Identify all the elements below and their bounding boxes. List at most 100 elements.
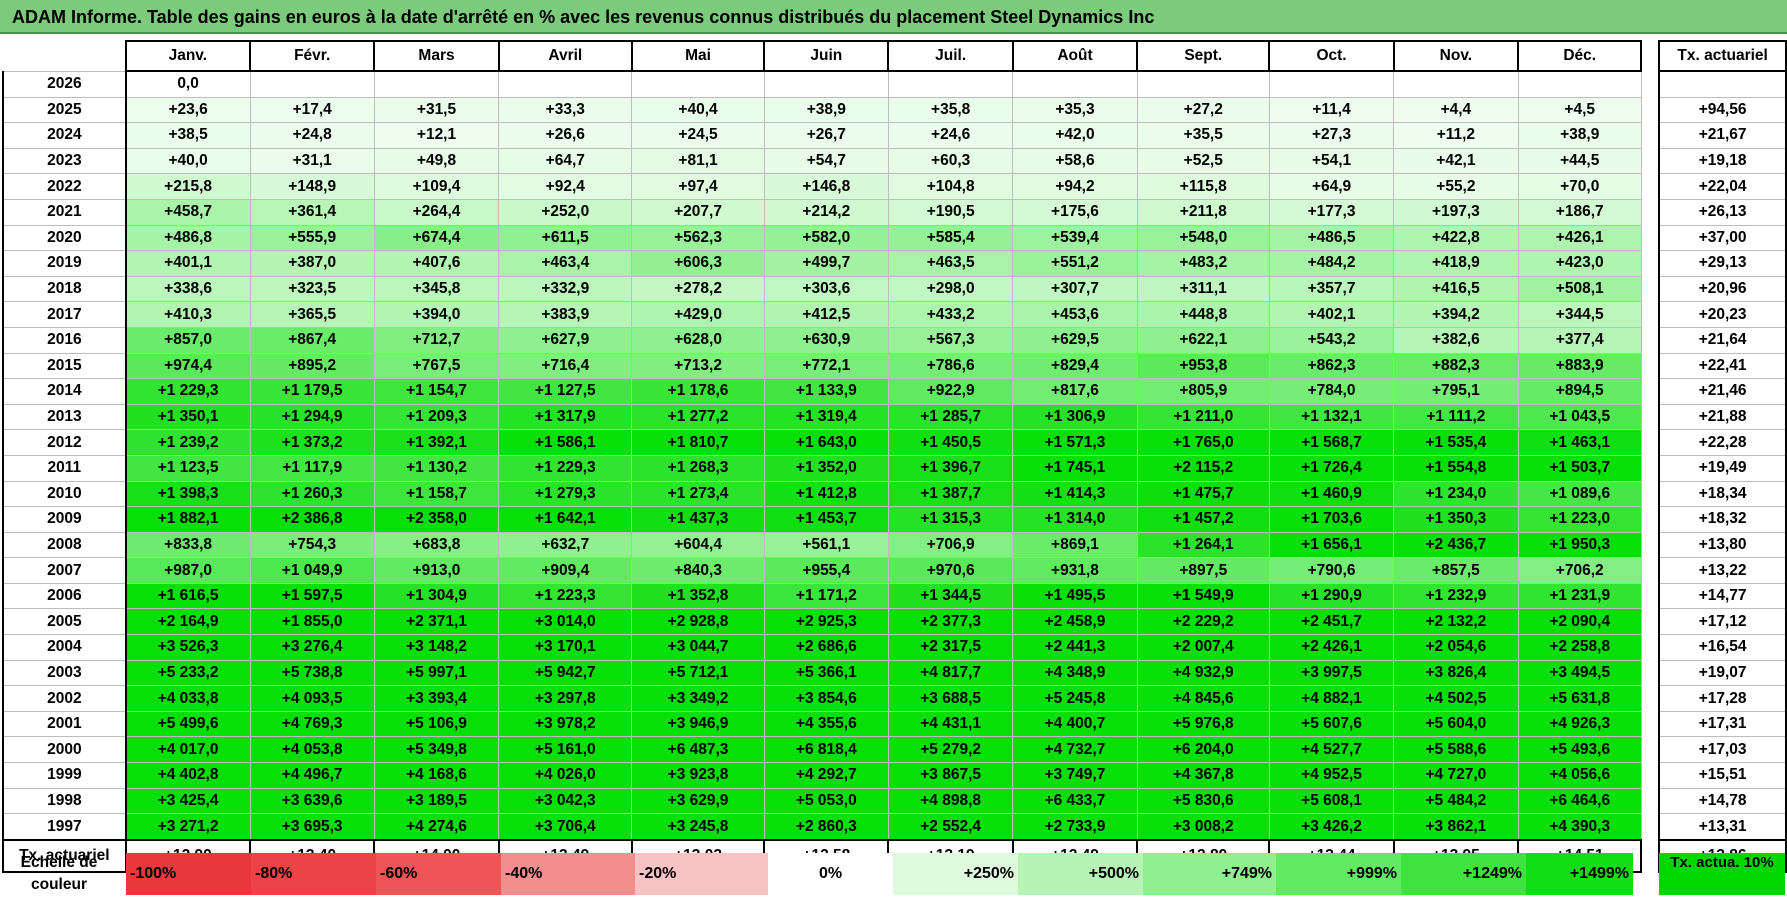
table-row: 1998 +3 425,4 +3 639,6 +3 189,5 +3 042,3 +3 6…: [2, 787, 1787, 815]
actuarial-rate-cell: +13,80: [1658, 531, 1787, 559]
gain-cell: +883,9: [1517, 352, 1642, 380]
gain-cell: +4 769,3: [249, 710, 375, 738]
gain-cell: +383,9: [498, 301, 633, 328]
gain-cell: +5 106,9: [373, 710, 500, 738]
gain-cell: +953,8: [1136, 352, 1270, 380]
month-header: Mai: [630, 40, 766, 72]
gain-cell: +1 398,3: [125, 480, 251, 508]
gain-cell: +1 475,7: [1136, 480, 1270, 508]
gain-cell: +148,9: [249, 173, 375, 200]
gain-cell: +895,2: [249, 352, 375, 380]
gain-cell: +629,5: [1012, 326, 1138, 354]
gain-cell: +1 495,5: [1012, 582, 1138, 610]
year-cell: 2016: [2, 326, 127, 354]
gain-cell: +1 304,9: [373, 582, 500, 610]
gain-cell: +5 976,8: [1136, 710, 1270, 738]
gain-cell: +5 053,0: [763, 787, 889, 815]
gain-cell: +278,2: [631, 275, 765, 303]
gain-cell: +1 586,1: [498, 429, 633, 456]
gain-cell: +416,5: [1393, 275, 1519, 303]
gain-cell: +5 631,8: [1517, 685, 1642, 712]
gain-cell: +931,8: [1012, 557, 1138, 584]
gain-cell: +17,4: [249, 96, 375, 124]
gain-cell: +1 810,7: [631, 429, 765, 456]
gain-cell: +857,0: [125, 326, 251, 354]
gain-cell: +1 352,0: [763, 454, 889, 482]
column-gap: [1641, 481, 1660, 507]
gain-cell: +2 090,4: [1517, 608, 1642, 636]
gain-cell: +5 233,2: [125, 659, 251, 687]
year-cell: 2005: [2, 608, 127, 636]
gain-cell: +27,2: [1136, 96, 1270, 124]
month-header: Déc.: [1517, 40, 1643, 72]
gain-cell: +418,9: [1393, 250, 1519, 277]
gain-cell: +706,2: [1517, 557, 1642, 584]
gain-cell: +3 008,2: [1136, 813, 1270, 841]
gain-cell: +3 749,7: [1012, 762, 1138, 789]
gain-cell: +463,4: [498, 250, 633, 277]
month-header: Août: [1011, 40, 1139, 72]
table-row: 2012 +1 239,2 +1 373,2 +1 392,1 +1 586,1 +1 8…: [2, 429, 1787, 456]
table-row: 2022 +215,8 +148,9 +109,4 +92,4 +97,4 +146,8 +1…: [2, 173, 1787, 200]
table-row: 2009 +1 882,1 +2 386,8 +2 358,0 +1 642,1 +1 4…: [2, 506, 1787, 533]
column-gap: [1641, 71, 1660, 98]
gain-cell: +3 042,3: [498, 787, 633, 815]
year-cell: 2011: [2, 454, 127, 482]
gain-cell: +1 437,3: [631, 506, 765, 533]
gain-cell: +377,4: [1517, 326, 1642, 354]
gain-cell: +627,9: [498, 326, 633, 354]
gain-cell: +5 484,2: [1393, 787, 1519, 815]
gain-cell: +402,1: [1268, 301, 1395, 328]
gain-cell: +177,3: [1268, 198, 1395, 226]
gain-cell: +4 056,6: [1517, 762, 1642, 789]
gain-cell: +3 349,2: [631, 685, 765, 712]
column-gap: [1641, 736, 1660, 763]
gain-cell: +706,9: [887, 531, 1014, 559]
gain-cell: +6 464,6: [1517, 787, 1642, 815]
gain-cell: +817,6: [1012, 378, 1138, 405]
gain-cell: +551,2: [1012, 250, 1138, 277]
scale-swatch: +250%: [893, 853, 1018, 895]
table-row: 2004 +3 526,3 +3 276,4 +3 148,2 +3 170,1 +3 0…: [2, 634, 1787, 661]
actuarial-rate-cell: +21,64: [1658, 326, 1787, 354]
table-row: 2011 +1 123,5 +1 117,9 +1 130,2 +1 229,3 +1 2…: [2, 454, 1787, 482]
column-gap: [1641, 199, 1660, 226]
gain-cell: +754,3: [249, 531, 375, 559]
gain-cell: +4 882,1: [1268, 685, 1395, 712]
gain-cell: +298,0: [887, 275, 1014, 303]
gain-cell: +1 130,2: [373, 454, 500, 482]
gain-cell: +909,4: [498, 557, 633, 584]
gain-cell: +1 450,5: [887, 429, 1014, 456]
gain-cell: +4 168,6: [373, 762, 500, 789]
scale-swatch: -20%: [635, 853, 768, 895]
gain-cell: +567,3: [887, 326, 1014, 354]
year-cell: 2004: [2, 634, 127, 661]
gain-cell: +772,1: [763, 352, 889, 380]
gain-cell: +1 643,0: [763, 429, 889, 456]
month-header: Juil.: [887, 40, 1014, 72]
gain-cell: +27,3: [1268, 122, 1395, 149]
gains-table: Janv. Févr. Mars Avril Mai Juin Juil. Ao…: [2, 40, 1787, 873]
gain-cell: +2 552,4: [887, 813, 1014, 841]
gain-cell: +1 597,5: [249, 582, 375, 610]
gain-cell: +4 845,6: [1136, 685, 1270, 712]
gain-cell: +3 189,5: [373, 787, 500, 815]
gain-cell: +1 285,7: [887, 403, 1014, 431]
year-cell: 1997: [2, 813, 127, 841]
gain-cell: +1 127,5: [498, 378, 633, 405]
gain-cell: +4 817,7: [887, 659, 1014, 687]
gain-cell: +5 607,6: [1268, 710, 1395, 738]
gain-cell: +2 317,5: [887, 634, 1014, 661]
gain-cell: [1517, 69, 1642, 98]
gain-cell: +3 946,9: [631, 710, 765, 738]
gain-cell: +38,9: [763, 96, 889, 124]
actuarial-rate-cell: +37,00: [1658, 224, 1787, 252]
table-row: 2024 +38,5 +24,8 +12,1 +26,6 +24,5 +26,7 +24,6 +…: [2, 122, 1787, 149]
gain-cell: +11,4: [1268, 96, 1395, 124]
table-row: 2015 +974,4 +895,2 +767,5 +716,4 +713,2 +772,1…: [2, 352, 1787, 380]
gain-cell: +1 231,9: [1517, 582, 1642, 610]
gain-cell: +2 458,9: [1012, 608, 1138, 636]
gain-cell: +5 366,1: [763, 659, 889, 687]
gain-cell: +1 460,9: [1268, 480, 1395, 508]
year-cell: 2003: [2, 659, 127, 687]
